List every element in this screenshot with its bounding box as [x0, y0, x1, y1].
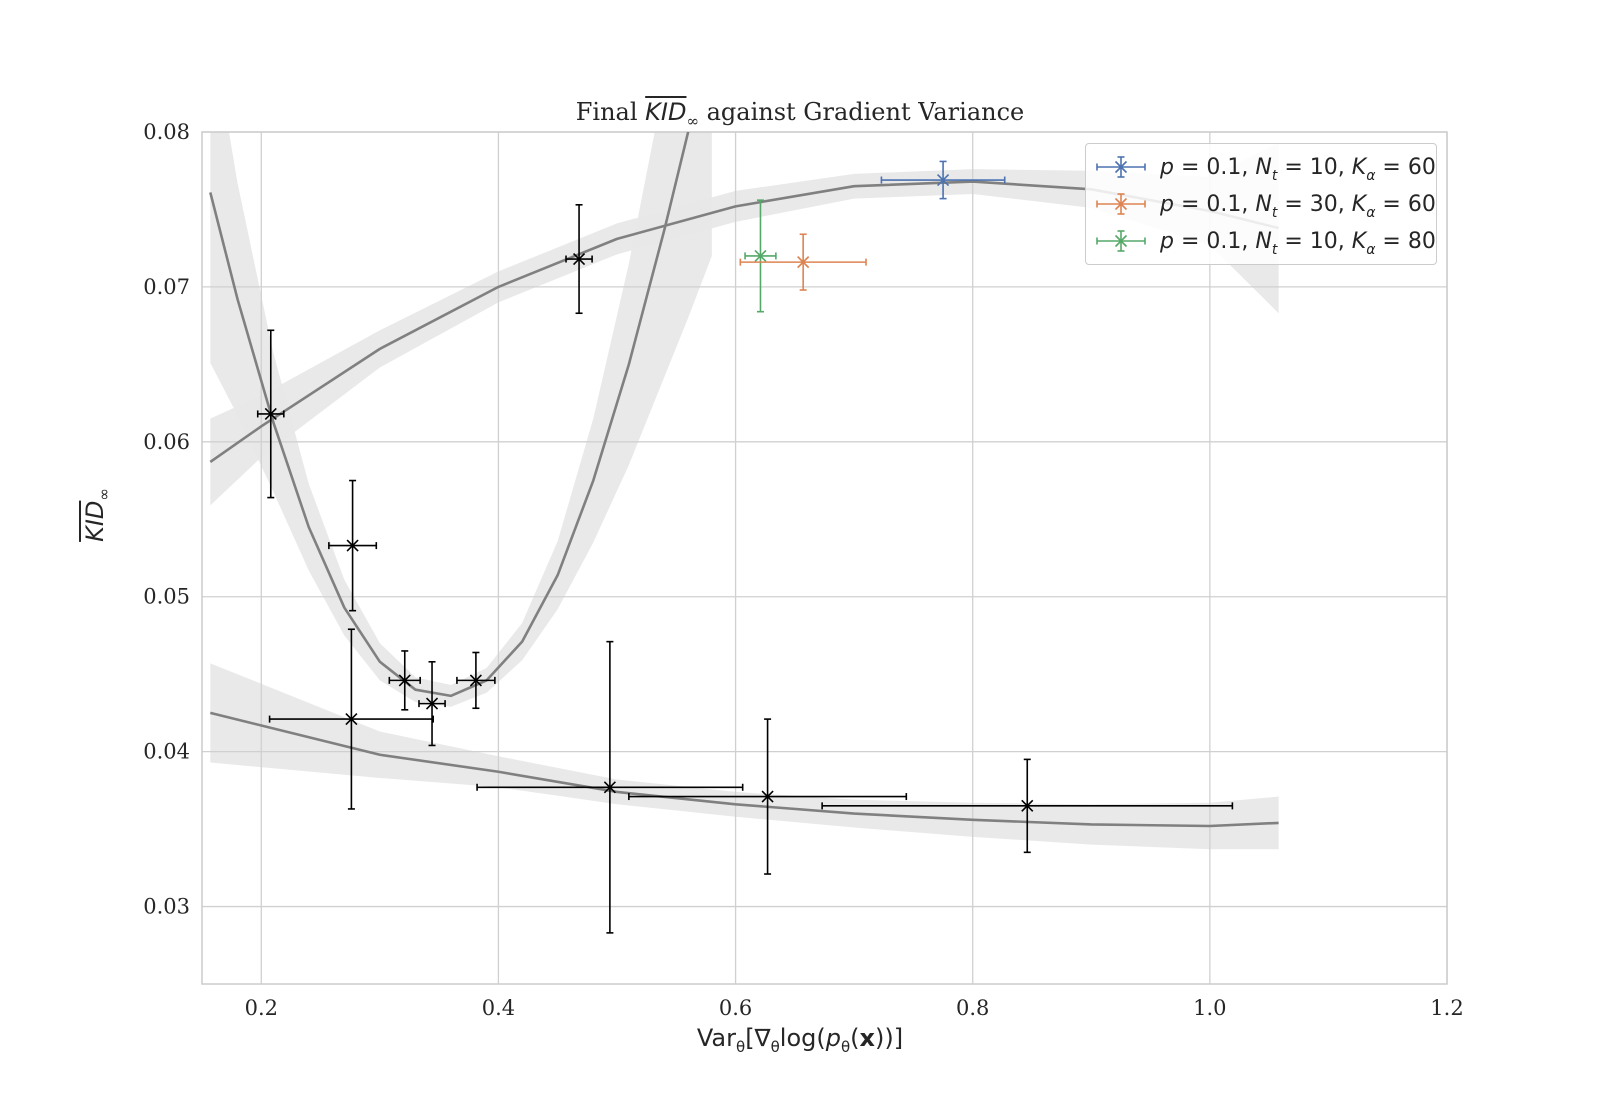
- legend-marker-green: [1096, 230, 1146, 252]
- y-axis-label: KID∞: [81, 488, 113, 542]
- y-tick-label: 0.04: [143, 740, 190, 764]
- x-marker: [761, 790, 774, 803]
- data-point: [739, 233, 867, 291]
- x-marker: [1114, 234, 1128, 248]
- y-tick-label: 0.08: [143, 120, 190, 144]
- tick-labels: 0.2 0.4 0.6 0.8 1.0 1.2 0.03 0.04 0.05 0.06 0.07 0.…: [143, 120, 1463, 1020]
- x-tick-label: 1.0: [1193, 996, 1226, 1020]
- x-marker: [264, 407, 277, 421]
- y-tick-label: 0.03: [143, 895, 190, 919]
- y-tick-label: 0.05: [143, 585, 190, 609]
- x-marker: [572, 252, 586, 266]
- legend-label-green: p = 0.1, Nt = 10, Kα = 80: [1160, 228, 1436, 258]
- x-marker: [398, 674, 411, 687]
- x-marker: [754, 249, 767, 262]
- x-tick-label: 0.2: [245, 996, 278, 1020]
- x-marker: [346, 539, 359, 552]
- x-tick-label: 0.4: [482, 996, 515, 1020]
- data-point: [565, 204, 593, 315]
- legend-marker-blue: [1096, 156, 1146, 178]
- x-marker: [937, 173, 950, 187]
- y-tick-label: 0.07: [143, 275, 190, 299]
- x-marker: [425, 697, 439, 710]
- legend-label-blue: p = 0.1, Nt = 10, Kα = 60: [1160, 154, 1436, 184]
- chart-title: Final KID∞ against Gradient Variance: [575, 98, 1025, 130]
- data-point: [628, 718, 908, 875]
- legend: p = 0.1, Nt = 10, Kα = 60 p = 0.1, Nt = …: [1085, 143, 1437, 265]
- x-marker: [1021, 799, 1034, 812]
- data-point: [388, 650, 421, 711]
- legend-label-orange: p = 0.1, Nt = 30, Kα = 60: [1160, 191, 1436, 221]
- fit-band-2: [210, 132, 712, 707]
- x-marker: [1114, 160, 1128, 174]
- data-point: [268, 628, 435, 810]
- x-axis-label: Varθ[∇θlog(pθ(x))]: [696, 1024, 904, 1056]
- x-marker: [345, 713, 358, 726]
- legend-item-green: p = 0.1, Nt = 10, Kα = 80: [1094, 223, 1436, 259]
- x-marker: [603, 781, 616, 794]
- fit-curve-3: [209, 711, 1279, 828]
- legend-item-blue: p = 0.1, Nt = 10, Kα = 60: [1094, 149, 1436, 185]
- x-tick-label: 0.8: [956, 996, 989, 1020]
- data-point: [476, 640, 744, 934]
- data-point: [256, 329, 285, 499]
- legend-item-orange: p = 0.1, Nt = 30, Kα = 60: [1094, 186, 1436, 222]
- x-marker: [797, 256, 810, 269]
- data-point: [328, 479, 378, 612]
- data-point: [456, 651, 496, 710]
- data-point: [744, 199, 777, 313]
- plot-frame: [201, 131, 1448, 985]
- data-point: [821, 758, 1234, 854]
- data-point: [418, 660, 446, 747]
- y-tick-label: 0.06: [143, 430, 190, 454]
- x-tick-label: 1.2: [1430, 996, 1463, 1020]
- fit-band-3: [210, 663, 1279, 850]
- x-marker: [1114, 197, 1128, 211]
- legend-marker-orange: [1096, 193, 1146, 215]
- data-points: [256, 160, 1234, 934]
- fit-bands: [210, 132, 1279, 850]
- x-marker: [469, 674, 482, 687]
- data-point: [880, 160, 1006, 200]
- fit-curve-2: [209, 132, 690, 698]
- x-tick-label: 0.6: [719, 996, 752, 1020]
